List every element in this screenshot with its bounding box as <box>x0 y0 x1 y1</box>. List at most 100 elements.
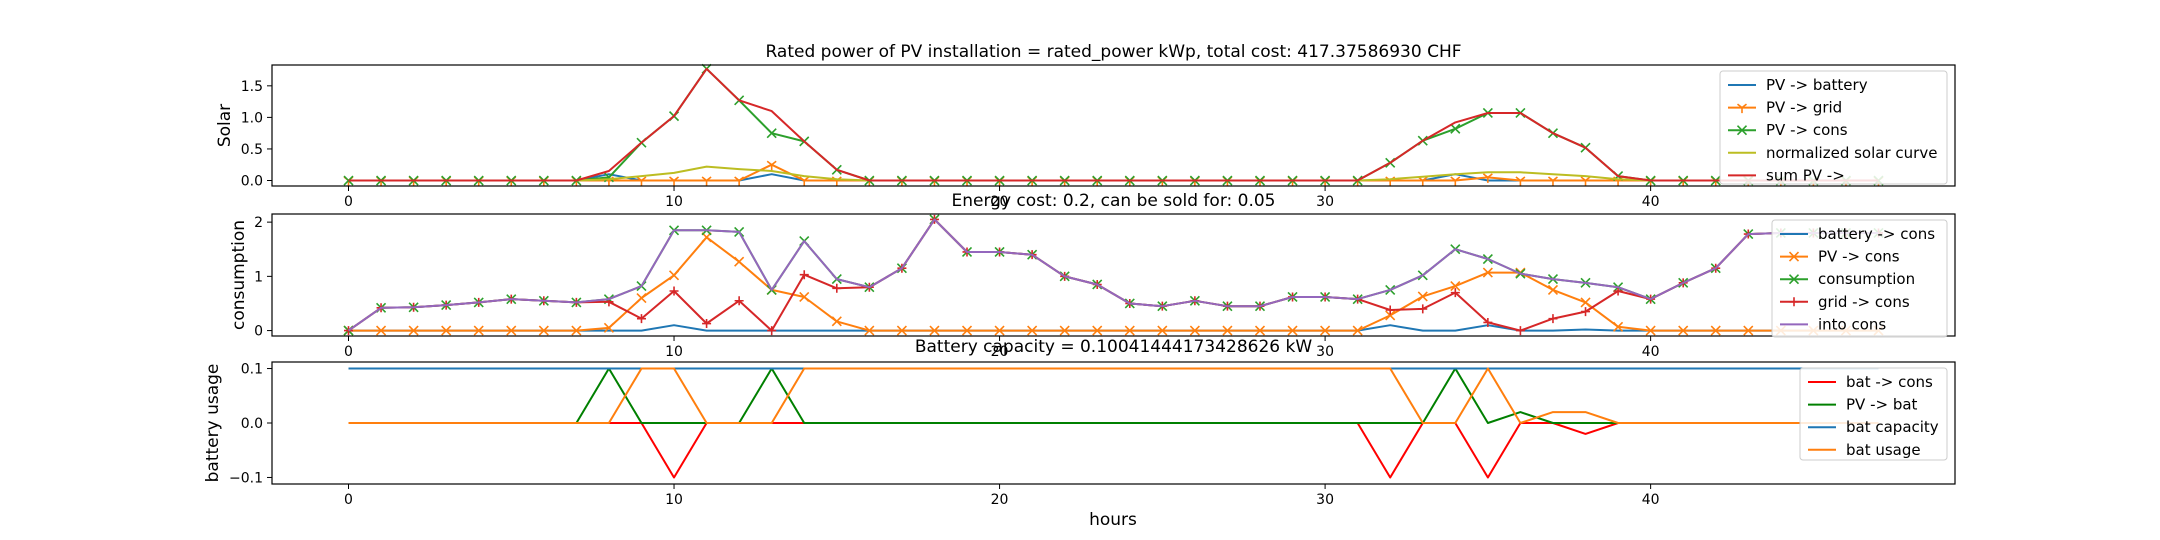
legend-label: PV -> bat <box>1846 396 1918 414</box>
y-tick-label: 0.0 <box>241 174 263 190</box>
x-tick-label: 40 <box>1642 492 1660 508</box>
data-point <box>375 325 387 336</box>
y-tick-label: 1 <box>254 269 263 285</box>
legend: PV -> battery PV -> grid PV -> cons normali… <box>1719 70 1948 185</box>
chart-title: Rated power of PV installation = rated_p… <box>765 42 1461 62</box>
x-axis-label: hours <box>1089 510 1137 530</box>
legend-marker <box>1736 125 1748 136</box>
legend-box <box>1771 219 1948 338</box>
y-tick-label: 0.5 <box>241 142 263 158</box>
data-point <box>1385 310 1396 321</box>
data-point <box>961 325 973 336</box>
legend-marker <box>1789 297 1799 307</box>
data-point <box>1645 325 1656 336</box>
legend: battery -> cons PV -> cons consumption grid… <box>1771 219 1948 338</box>
data-point <box>1580 176 1591 187</box>
legend-box <box>1719 70 1948 185</box>
x-tick-label: 0 <box>344 344 353 360</box>
data-point <box>1580 297 1591 308</box>
legend-label: sum PV -> <box>1766 166 1845 184</box>
y-tick-label: 0.1 <box>241 362 263 378</box>
legend-label: consumption <box>1818 270 1915 288</box>
solar-panel: 0 10 20 30 40 0.0 0.5 1.0 1.5 Solar Rated power of… <box>215 42 1956 210</box>
series-bat-usage <box>348 367 1879 424</box>
legend-label: PV -> battery <box>1766 76 1868 94</box>
legend-label: grid -> cons <box>1818 293 1910 311</box>
data-point <box>636 314 646 324</box>
y-tick-label: 2 <box>254 215 263 231</box>
data-point <box>1547 284 1559 295</box>
data-point <box>799 270 809 280</box>
series-line <box>348 236 1879 332</box>
data-point <box>1483 317 1493 327</box>
series-consumption <box>343 214 1884 336</box>
data-point <box>994 325 1005 336</box>
data-point <box>1515 176 1526 187</box>
data-point <box>1417 176 1428 187</box>
consumption-panel: 0 10 20 30 40 0 1 2 consumption Energy cost: 0.2,… <box>229 191 1956 360</box>
data-point <box>1059 325 1070 336</box>
data-point <box>571 325 582 336</box>
data-point <box>701 176 712 187</box>
x-tick-label: 30 <box>1316 492 1334 508</box>
chart-title: Battery capacity = 0.10041444173428626 k… <box>915 337 1312 357</box>
data-point <box>1352 325 1363 336</box>
data-point <box>1189 325 1200 336</box>
series-line <box>347 218 1879 332</box>
x-tick-label: 10 <box>665 492 683 508</box>
x-tick-label: 30 <box>1316 194 1334 210</box>
series-pv-bat <box>348 367 1879 424</box>
data-point <box>799 291 810 303</box>
legend-box <box>1799 367 1948 461</box>
series-bat-cons <box>348 422 1879 479</box>
data-point <box>441 325 452 336</box>
data-point <box>669 176 680 187</box>
data-point <box>603 172 614 183</box>
x-tick-label: 20 <box>991 344 1009 360</box>
y-axis-label: battery usage <box>203 364 223 483</box>
data-point <box>734 296 744 306</box>
series-line <box>348 367 1879 424</box>
x-tick-label: 20 <box>991 194 1009 210</box>
data-point <box>1287 325 1298 336</box>
y-tick-label: 1.0 <box>241 110 263 126</box>
x-tick-label: 10 <box>665 344 683 360</box>
data-point <box>1450 176 1461 187</box>
data-point <box>408 325 419 336</box>
data-point <box>1222 325 1233 336</box>
data-point <box>734 256 745 267</box>
data-point <box>1710 325 1721 336</box>
data-point <box>506 325 517 336</box>
data-point <box>1418 304 1428 314</box>
y-axis-label: consumption <box>229 220 249 330</box>
data-point <box>668 270 680 281</box>
y-tick-label: 0.0 <box>241 416 263 432</box>
x-tick-label: 0 <box>344 492 353 508</box>
data-point <box>1678 325 1689 336</box>
legend-marker <box>1737 103 1747 114</box>
data-point <box>1515 326 1525 336</box>
series-grid-cons <box>344 214 1883 336</box>
data-point <box>636 292 647 304</box>
axes-frame <box>271 213 1956 337</box>
x-tick-label: 40 <box>1642 344 1660 360</box>
y-tick-label: −0.1 <box>229 470 263 486</box>
data-point <box>603 322 614 333</box>
series-line <box>348 367 1879 424</box>
series-pv-cons <box>343 63 1884 186</box>
data-point <box>799 176 810 187</box>
x-tick-label: 0 <box>344 194 353 210</box>
data-point <box>669 286 679 296</box>
battery-panel: 0 10 20 30 40 −0.1 0.0 0.1 battery usage Battery … <box>203 337 1956 508</box>
legend-label: bat -> cons <box>1846 373 1933 391</box>
data-point <box>1092 325 1103 336</box>
data-point <box>1385 305 1395 315</box>
data-point <box>864 325 875 336</box>
data-point <box>1157 325 1168 336</box>
series-line <box>348 67 1879 182</box>
legend-label: bat usage <box>1846 441 1921 459</box>
data-point <box>473 325 484 336</box>
series-pv-cons <box>343 232 1884 336</box>
data-point <box>1743 325 1754 336</box>
